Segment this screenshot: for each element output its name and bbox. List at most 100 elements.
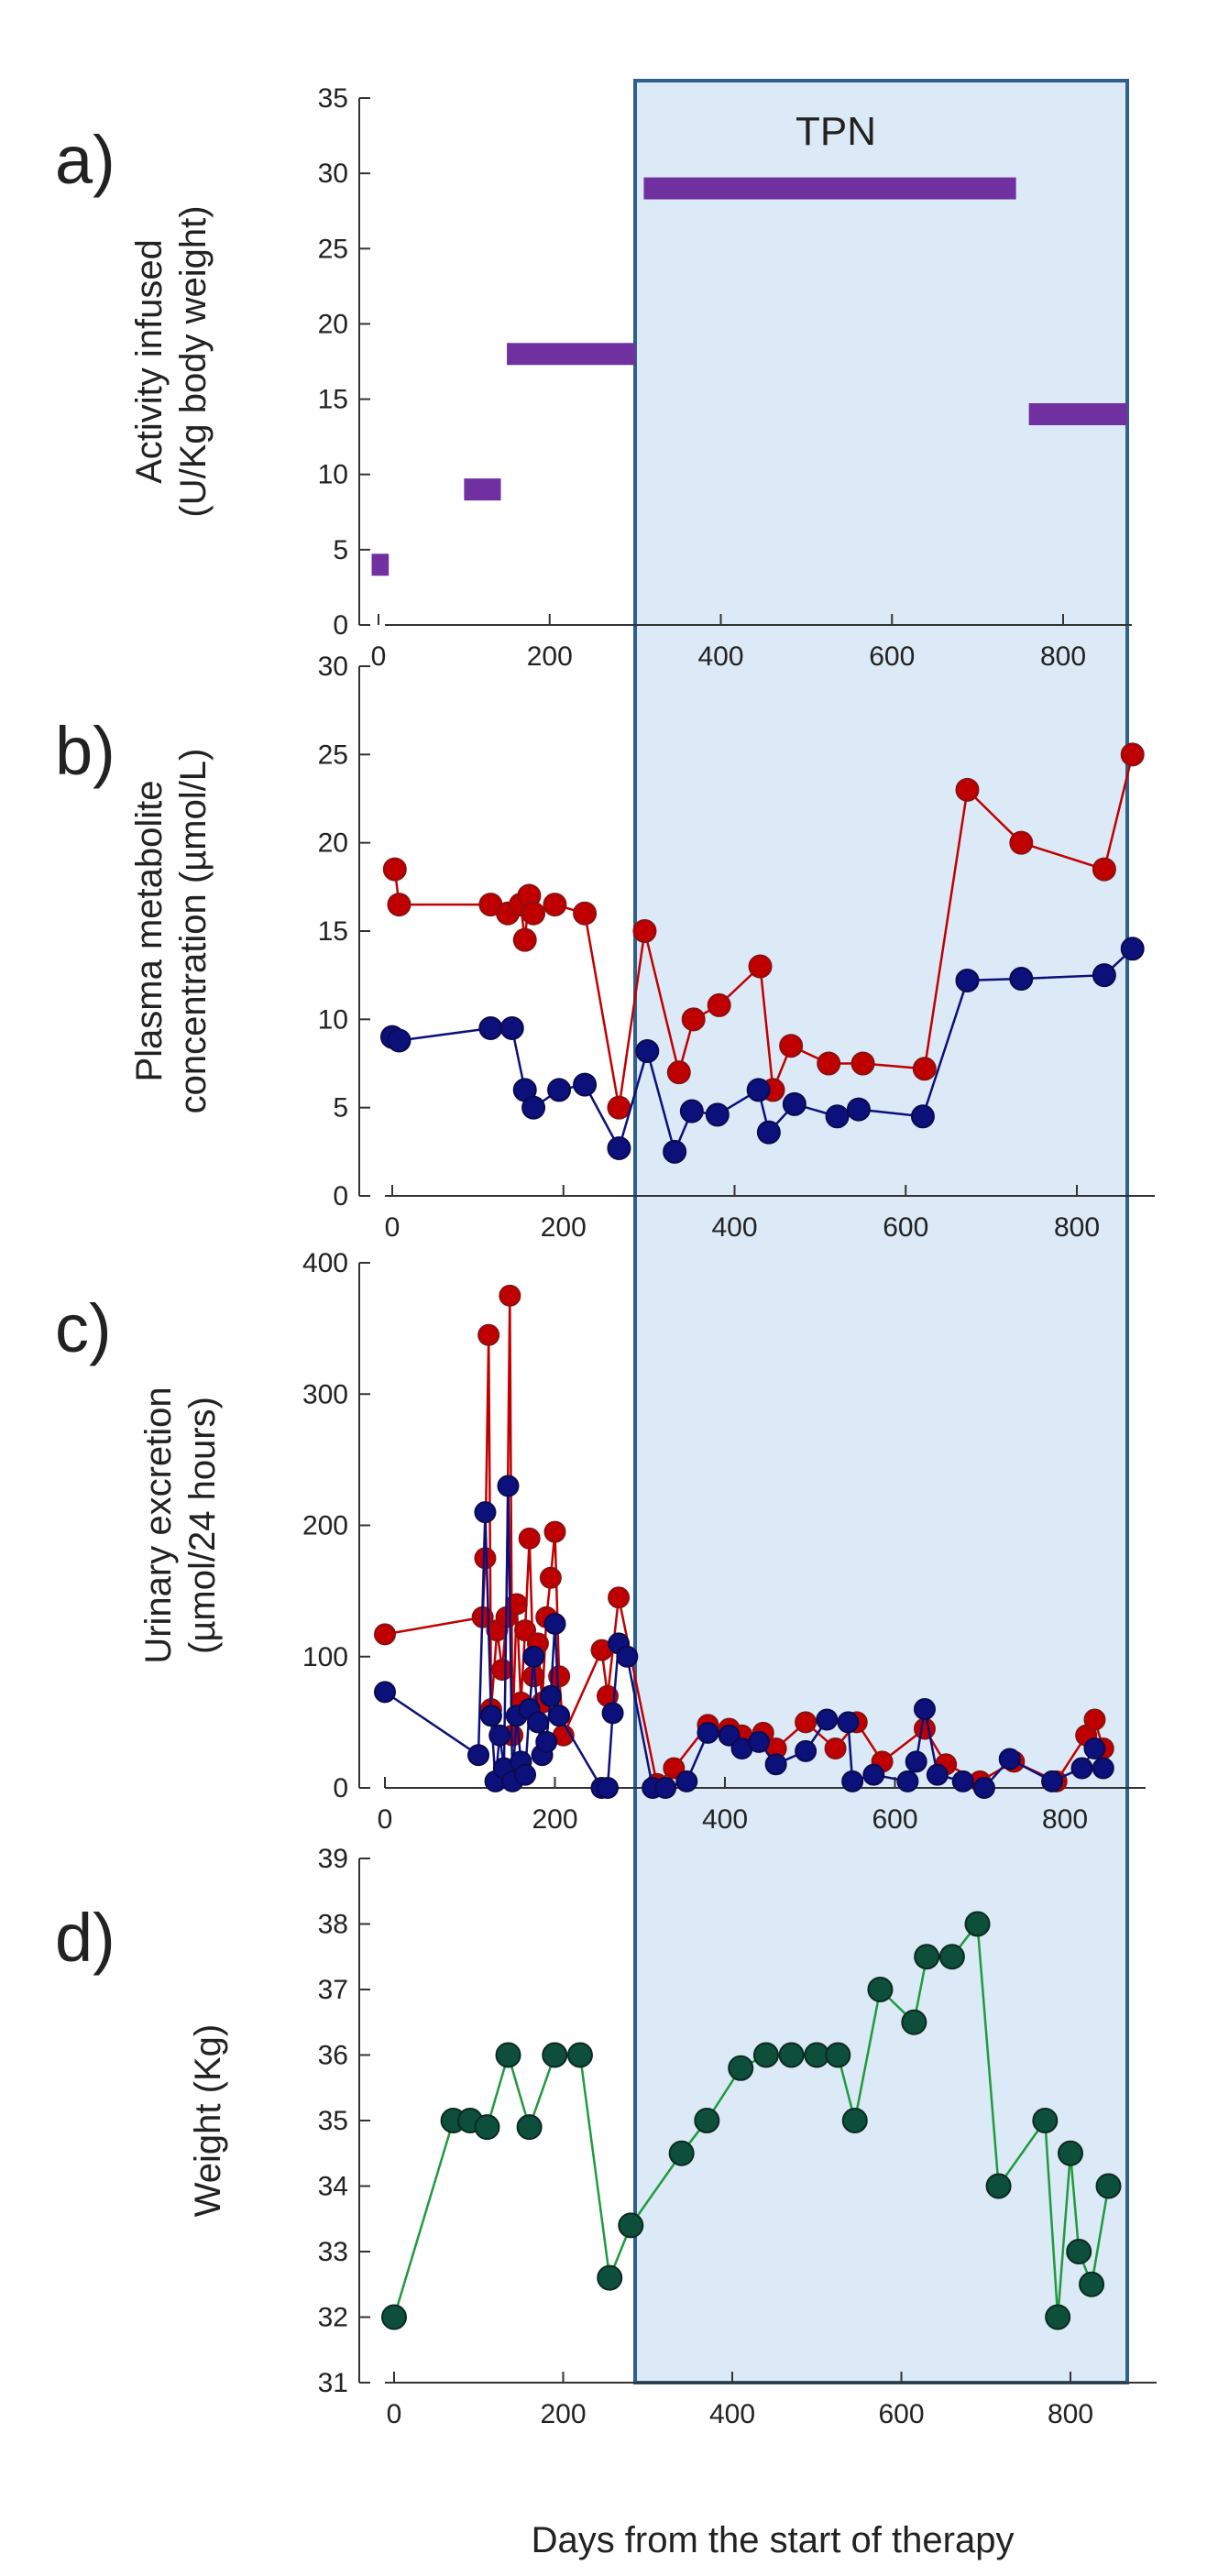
data-point-blue	[488, 1724, 511, 1747]
y-tick-label: 20	[318, 309, 348, 339]
data-point-red	[748, 954, 773, 979]
data-point-blue	[951, 1770, 974, 1792]
data-point-green	[381, 2304, 407, 2330]
panel-d: 31 32 33 34 35 36 37 38 39 0 200 400 600 800 d) Weight …	[55, 1844, 1157, 2429]
data-point-blue	[748, 1730, 771, 1753]
data-point-blue	[467, 1744, 490, 1767]
data-point-blue	[607, 1135, 631, 1160]
y-tick-label: 300	[302, 1379, 348, 1409]
data-point-red	[913, 1717, 936, 1740]
data-point-blue	[387, 1028, 411, 1053]
data-point-red	[1092, 857, 1116, 882]
data-point-blue	[705, 1102, 730, 1127]
y-axis-label: Plasma metabolite	[129, 780, 170, 1081]
data-point-green	[778, 2042, 805, 2068]
data-point-blue	[479, 1705, 502, 1727]
data-point-blue	[478, 1015, 503, 1040]
data-point-red	[499, 1284, 521, 1307]
y-tick-label: 400	[302, 1248, 348, 1278]
y-tick-label: 0	[333, 610, 348, 641]
data-point-blue	[597, 1777, 620, 1799]
panel-c: 0 100 200 300 400 0 200 400 600 800 c) Urinary excr…	[55, 1248, 1146, 1835]
data-point-blue	[675, 1770, 698, 1792]
data-point-red	[518, 1527, 541, 1550]
x-axis-label: Days from the start of therapy	[532, 2520, 1015, 2560]
y-axis-label: concentration (µmol/L)	[173, 749, 214, 1114]
y-tick-label: 25	[318, 234, 348, 264]
y-axis-label: Weight (Kg)	[188, 2024, 228, 2217]
panel-label-d: d)	[55, 1900, 115, 1976]
data-point-blue	[910, 1104, 935, 1129]
x-tick-label: 800	[1054, 1212, 1100, 1243]
data-point-red	[1083, 1708, 1106, 1731]
data-point-green	[516, 2114, 543, 2141]
y-tick-label: 36	[318, 2041, 348, 2071]
data-point-blue	[522, 1645, 545, 1668]
infusion-bar	[464, 478, 501, 501]
data-point-blue	[543, 1612, 566, 1635]
x-tick-label: 600	[878, 2399, 924, 2429]
x-tick-label: 400	[711, 1212, 757, 1243]
y-tick-label: 15	[318, 916, 348, 947]
infusion-bar	[371, 554, 390, 576]
data-point-green	[985, 2173, 1012, 2199]
data-point-red	[1120, 742, 1145, 767]
x-tick-label: 800	[1048, 2399, 1093, 2429]
data-point-red	[608, 1586, 631, 1609]
x-tick-label: 200	[532, 1804, 577, 1835]
data-point-red	[817, 1051, 841, 1076]
panel-label-c: c)	[55, 1290, 112, 1366]
data-point-blue	[535, 1730, 558, 1753]
data-point-green	[1095, 2173, 1122, 2199]
y-tick-label: 20	[318, 828, 348, 859]
data-point-green	[1032, 2108, 1059, 2133]
y-tick-label: 5	[333, 535, 348, 565]
infusion-bar	[507, 343, 636, 366]
data-point-blue	[654, 1777, 677, 1799]
y-tick-label: 15	[318, 385, 348, 415]
data-point-red	[795, 1711, 817, 1734]
data-point-blue	[837, 1711, 860, 1734]
data-point-blue	[846, 1097, 871, 1122]
data-point-green	[964, 1911, 991, 1937]
data-point-red	[779, 1034, 804, 1058]
data-point-blue	[1009, 967, 1034, 992]
y-tick-label: 34	[318, 2172, 348, 2202]
data-point-red	[681, 1007, 706, 1032]
x-tick-label: 200	[540, 2399, 586, 2429]
data-point-blue	[548, 1705, 571, 1727]
data-point-blue	[616, 1645, 639, 1668]
data-point-green	[914, 1944, 940, 1970]
data-point-red	[707, 992, 731, 1017]
data-point-green	[1079, 2271, 1105, 2297]
data-point-blue	[1092, 963, 1116, 988]
data-point-red	[663, 1757, 686, 1780]
data-point-blue	[926, 1763, 949, 1786]
data-point-green	[825, 2042, 851, 2068]
data-point-blue	[499, 1015, 524, 1040]
data-point-red	[850, 1051, 875, 1076]
data-point-red	[543, 893, 567, 917]
data-point-green	[1045, 2304, 1071, 2330]
x-tick-label: 200	[541, 1212, 587, 1243]
data-point-blue	[635, 1039, 660, 1064]
y-tick-label: 37	[318, 1975, 348, 2005]
y-tick-label: 39	[318, 1844, 348, 1874]
data-point-green	[566, 2042, 593, 2068]
infusion-bar	[643, 177, 1016, 200]
data-point-blue	[756, 1120, 781, 1145]
data-point-blue	[896, 1770, 919, 1792]
y-tick-label: 35	[318, 2106, 348, 2136]
y-tick-label: 0	[333, 1773, 348, 1803]
data-point-blue	[497, 1474, 520, 1497]
panel-a: 0 5 10 15 20 25 30 35 0 200 400 600 800 a) Activity in…	[55, 83, 1132, 672]
data-point-blue	[514, 1763, 537, 1786]
data-point-green	[867, 1977, 894, 2002]
data-point-red	[387, 893, 411, 917]
data-point-blue	[521, 1095, 546, 1120]
data-point-red	[912, 1057, 937, 1081]
x-tick-label: 0	[371, 641, 387, 672]
data-point-red	[955, 777, 980, 802]
y-tick-label: 200	[302, 1511, 348, 1541]
